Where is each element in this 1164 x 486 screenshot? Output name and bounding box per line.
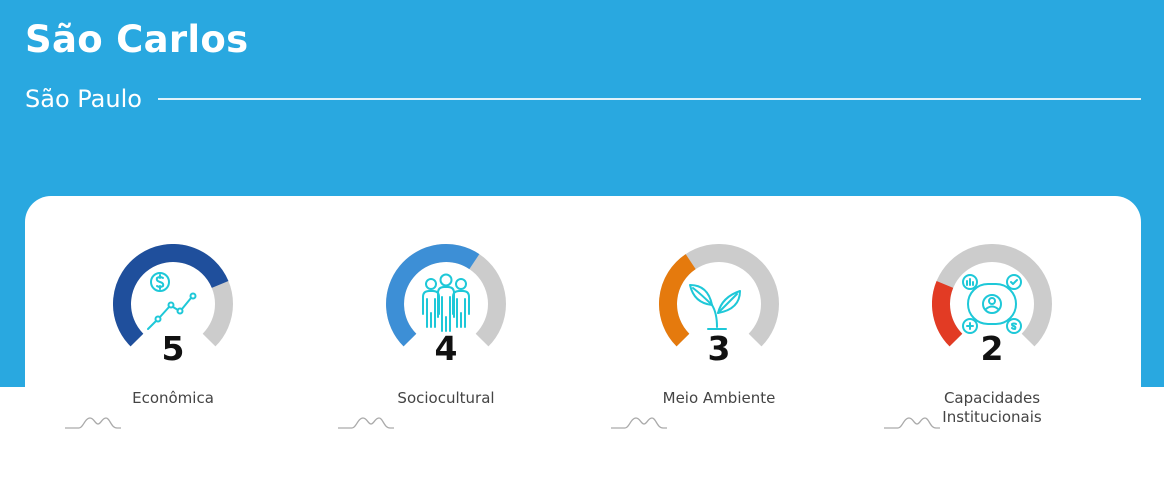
distribution-sparkline: [65, 417, 121, 429]
score-gauge: [932, 244, 1052, 347]
score-gauge: [659, 244, 779, 347]
gauge-fill: [386, 244, 480, 347]
indicator-label: Econômica: [132, 389, 214, 407]
distribution-sparkline: [338, 417, 394, 429]
gauge-fill: [113, 244, 229, 347]
title-divider: [157, 98, 1141, 100]
indicator-capacidades-institucionais[interactable]: 2 Capacidades Institucionais: [884, 244, 1072, 464]
state-subtitle: São Paulo: [25, 85, 142, 113]
gauge-fill: [932, 281, 963, 347]
indicator-score: 3: [707, 329, 731, 368]
indicator-label: Meio Ambiente: [662, 389, 776, 407]
gauge-fill: [659, 254, 697, 347]
indicator-score: 5: [161, 329, 185, 368]
leaf-sprout-icon: [689, 284, 741, 330]
indicator-score: 4: [434, 329, 458, 368]
score-gauge: [113, 244, 233, 347]
network-icon: [962, 274, 1022, 334]
indicator-meio-ambiente[interactable]: 3 Meio Ambiente: [611, 244, 799, 464]
distribution-sparkline: [611, 417, 667, 429]
distribution-sparkline: [884, 417, 940, 429]
score-gauge: [386, 244, 506, 347]
indicator-label: Capacidades Institucionais: [942, 389, 1042, 426]
indicator-label: Sociocultural: [397, 389, 495, 407]
money-growth-icon: [147, 272, 197, 330]
indicators-card: 5 Econômica 4 Sociocultural: [25, 196, 1141, 486]
indicator-economica[interactable]: 5 Econômica: [65, 244, 253, 464]
state-row: São Paulo: [25, 84, 1141, 114]
people-group-icon: [422, 273, 470, 332]
indicator-score: 2: [980, 329, 1004, 368]
city-title: São Carlos: [25, 18, 249, 61]
indicator-sociocultural[interactable]: 4 Sociocultural: [338, 244, 526, 464]
